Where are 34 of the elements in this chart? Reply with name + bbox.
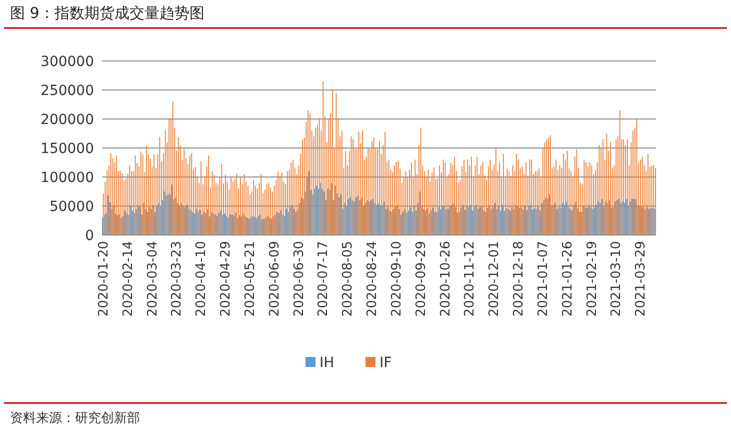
x-tick-label: 2020-12-18: [512, 241, 527, 317]
x-tick-label: 2020-02-14: [120, 241, 136, 317]
y-tick-label: 100000: [40, 170, 94, 186]
x-tick-label: 2020-09-29: [414, 241, 429, 317]
x-tick-label: 2020-09-10: [389, 241, 404, 317]
y-tick-label: 300000: [40, 54, 94, 70]
x-tick-label: 2021-03-10: [609, 241, 624, 317]
y-tick-label: 150000: [40, 140, 94, 157]
x-tick-label: 2020-08-24: [365, 241, 380, 317]
x-tick-label: 2020-05-21: [242, 241, 258, 317]
x-tick-label: 2020-01-20: [96, 241, 112, 317]
chart-title: 图 9：指数期货成交量趋势图: [10, 4, 204, 22]
y-tick-label: 0: [85, 228, 94, 244]
text: 资料来源：研究创新部: [10, 411, 140, 426]
y-tick-label: 50000: [49, 198, 94, 215]
x-tick-label: 2020-03-04: [145, 241, 160, 317]
y-tick-label: 250000: [40, 82, 94, 99]
x-tick-label: 2021-02-19: [584, 241, 600, 317]
legend-label: IH: [320, 354, 334, 371]
x-tick-label: 2020-08-05: [340, 241, 356, 317]
x-tick-label: 2020-11-12: [462, 241, 478, 317]
x-tick-label: 2020-06-30: [292, 241, 307, 317]
x-tick-label: 2020-07-17: [316, 241, 332, 317]
legend-label: IF: [380, 354, 392, 371]
y-tick-label: 200000: [40, 112, 94, 128]
x-tick-label: 2020-03-23: [170, 241, 185, 317]
x-tick-label: 2020-04-29: [218, 241, 234, 317]
x-tick-label: 2020-04-10: [194, 241, 210, 317]
x-tick-label: 2021-01-07: [536, 241, 551, 317]
x-tick-label: 2020-12-01: [487, 241, 502, 317]
x-tick-label: 2021-03-29: [634, 241, 649, 317]
x-tick-label: 2020-06-09: [267, 241, 282, 317]
x-tick-label: 2020-10-26: [438, 241, 454, 317]
x-tick-label: 2021-01-26: [560, 241, 576, 317]
